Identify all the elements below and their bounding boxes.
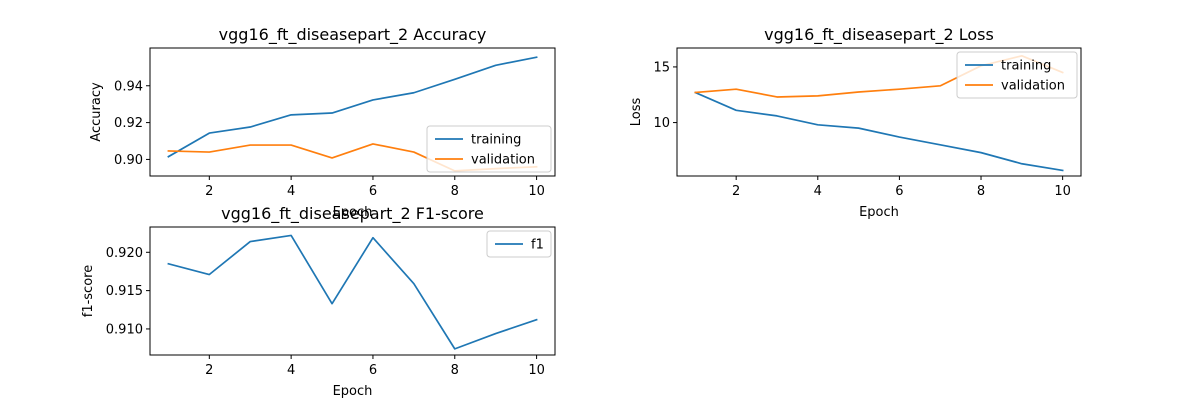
series-line-training xyxy=(694,91,1064,172)
axes-frame xyxy=(676,47,1082,177)
y-tick-label: 0.920 xyxy=(106,246,143,261)
chart-panel-3: 2 4 6 8 10 0.910 0.915 0.920 vgg16_ft_diseasepar… xyxy=(81,204,556,399)
x-tick-label: 8 xyxy=(977,184,985,199)
legend-label-validation: validation xyxy=(1001,79,1065,94)
legend-label-validation: validation xyxy=(471,153,535,168)
y-tick-label: 0.910 xyxy=(106,322,143,337)
legend-box xyxy=(956,51,1078,99)
y-tick-label: 0.92 xyxy=(114,116,143,131)
legend-label-training: training xyxy=(471,133,521,148)
x-axis-label: Epoch xyxy=(333,384,373,399)
chart-title: vgg16_ft_diseasepart_2 Loss xyxy=(764,25,994,45)
chart-title: vgg16_ft_diseasepart_2 Accuracy xyxy=(219,25,487,45)
y-tick-label: 0.90 xyxy=(114,153,143,168)
legend: training validation xyxy=(426,125,552,173)
axes-frame xyxy=(149,47,556,177)
legend-label-training: training xyxy=(1001,59,1051,74)
x-tick-label: 4 xyxy=(814,184,822,199)
legend: f1 xyxy=(486,230,552,258)
x-tick-label: 8 xyxy=(451,184,459,199)
y-axis-label: Accuracy xyxy=(89,82,104,142)
y-tick-label: 0.915 xyxy=(106,284,143,299)
x-tick-label: 2 xyxy=(732,184,740,199)
series-line-f1 xyxy=(167,234,538,350)
chart-panel-2: 2 4 6 8 10 10 15 vgg16_ft_diseasepart_2 Loss Epo… xyxy=(629,25,1082,220)
x-tick-label: 8 xyxy=(451,363,459,378)
x-tick-label: 6 xyxy=(895,184,903,199)
x-tick-label: 4 xyxy=(287,363,295,378)
y-tick-label: 10 xyxy=(653,116,670,131)
x-tick-label: 4 xyxy=(287,184,295,199)
x-tick-label: 2 xyxy=(205,184,213,199)
y-tick-label: 0.94 xyxy=(114,79,143,94)
x-tick-label: 6 xyxy=(369,184,377,199)
chart-title: vgg16_ft_diseasepart_2 F1-score xyxy=(221,204,484,224)
y-tick-label: 15 xyxy=(653,60,670,75)
y-axis-label: f1-score xyxy=(81,265,96,317)
x-tick-label: 10 xyxy=(1054,184,1071,199)
legend-box xyxy=(426,125,552,173)
legend: training validation xyxy=(956,51,1078,99)
x-tick-label: 10 xyxy=(528,184,545,199)
x-axis-label: Epoch xyxy=(859,205,899,220)
x-tick-label: 10 xyxy=(528,363,545,378)
legend-label-f1: f1 xyxy=(531,238,544,253)
x-tick-label: 2 xyxy=(205,363,213,378)
chart-panel-1: 2 4 6 8 10 0.90 0.92 0.94 vgg16_ft_diseasepart_2… xyxy=(89,25,556,220)
y-axis-label: Loss xyxy=(629,98,644,127)
x-axis-label: Epoch xyxy=(333,205,373,220)
x-tick-label: 6 xyxy=(369,363,377,378)
series-line-training xyxy=(167,56,538,158)
